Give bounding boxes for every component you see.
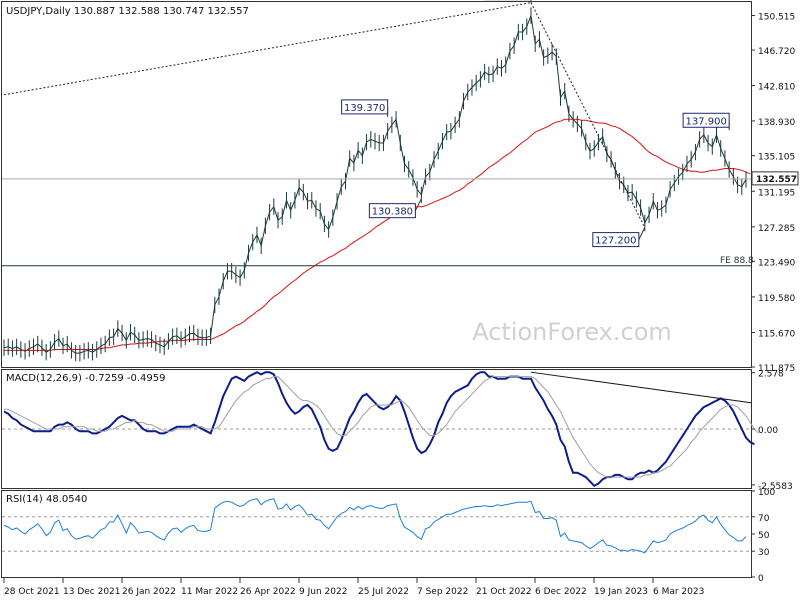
x-tick-label: 13 Dec 2021 [63,587,121,597]
x-tick-label: 11 Mar 2022 [181,587,238,597]
macd-series-line-0 [3,371,755,488]
rsi-series-line-0 [3,498,747,554]
price-tick-label: 123.490 [758,258,795,268]
rsi-tick-label: 30 [758,548,770,558]
annotation-label: 137.900 [685,116,726,127]
x-tick-label: 7 Sep 2022 [417,587,468,597]
annotation-leader [638,227,646,240]
macd-header: MACD(12,26,9) -0.7259 -0.4959 [6,373,166,384]
current-price-label: 132.557 [756,175,797,185]
rsi-tick-label: 0 [758,574,764,584]
annotation-box [682,112,730,128]
price-header: USDJPY,Daily 130.887 132.588 130.747 132… [6,6,249,17]
trendline-dotted [3,2,532,96]
x-tick-label: 6 Dec 2022 [535,587,587,597]
x-tick-label: 25 Jul 2022 [358,587,409,597]
price-tick-label: 131.195 [758,188,795,198]
price-axis-ticks: 150.515 146.720 142.810 138.930 135.105 131.1… [751,13,795,374]
price-tick-label: 142.810 [758,83,795,93]
rsi-tick-label: 70 [758,514,770,524]
price-series [3,7,751,362]
price-tick-label: 115.670 [758,329,795,339]
price-tick-label: 119.580 [758,294,795,304]
price-series-line-1 [4,118,751,351]
price-tick-label: 135.105 [758,153,795,163]
price-tick-label: 150.515 [758,13,795,23]
annotation-box [592,232,640,248]
annotation-box [341,99,389,115]
price-annotations: FE 88.8132.557151.930139.370130.380127.2… [2,0,799,267]
macd-series [3,371,759,488]
price-tick-label: 111.875 [758,364,795,374]
fe-label: FE 88.8 [720,256,754,266]
macd-series-line-1 [4,376,759,478]
rsi-header: RSI(14) 48.0540 [6,494,87,505]
macd-tick-label: -2.5583 [758,482,793,492]
macd-tick-label: 2.578 [758,370,784,380]
x-tick-label: 21 Oct 2022 [476,587,532,597]
x-tick-label: 6 Mar 2023 [653,587,704,597]
macd-trendline [530,371,752,404]
annotation-label: 127.200 [595,236,636,247]
x-tick-label: 26 Jan 2022 [122,587,176,597]
x-tick-label: 26 Apr 2022 [240,587,296,597]
macd-tick-label: 0.00 [758,426,778,436]
x-tick-label: 9 Jun 2022 [299,587,347,597]
rsi-tick-label: 100 [758,488,775,498]
rsi-series [3,498,747,554]
price-tick-label: 146.720 [758,47,795,57]
x-tick-label: 28 Oct 2021 [4,587,60,597]
rsi-tick-label: 50 [758,531,770,541]
current-price-tag [751,171,799,186]
x-axis-ticks: 28 Oct 2021 13 Dec 2021 26 Jan 2022 11 Mar … [3,578,704,597]
annotation-box [368,203,416,219]
x-tick-label: 19 Jan 2023 [594,587,648,597]
annotation-label: 139.370 [344,103,385,114]
price-tick-label: 138.930 [758,118,795,128]
macd-axis-ticks: 2.578 0.00 -2.5583 [751,370,793,492]
annotation-label: 130.380 [372,207,413,218]
price-tick-label: 127.285 [758,224,795,234]
rsi-axis-ticks: 100 70 50 30 0 [751,488,775,584]
watermark: ActionForex.com [472,318,672,346]
annotation-leader [414,198,422,211]
